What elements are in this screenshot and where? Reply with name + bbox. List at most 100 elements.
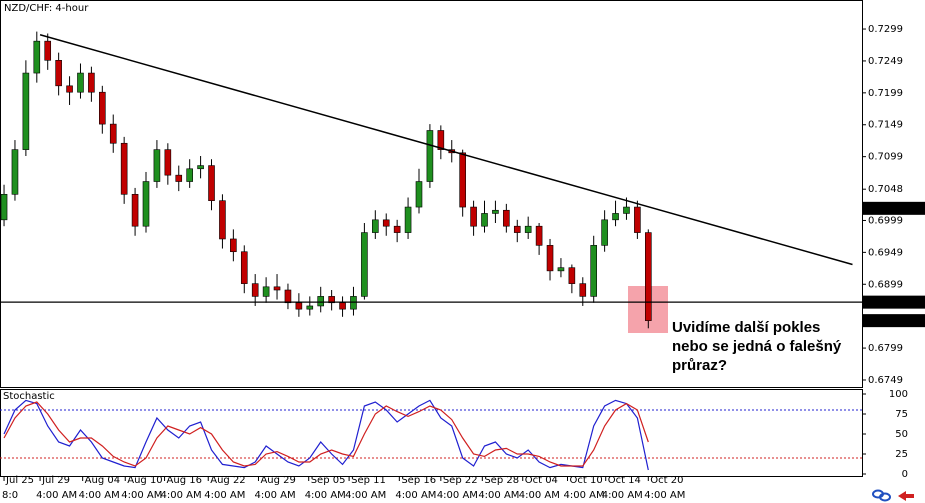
candle-body — [513, 225, 521, 233]
x-time-label: 4:00 AM — [79, 490, 120, 501]
x-time-label: 4:00 AM — [478, 490, 519, 501]
candle-body — [350, 296, 357, 310]
candle-body — [22, 72, 30, 150]
y-tick-label: 0.6799 — [868, 343, 903, 354]
candle-body — [11, 149, 19, 195]
chart-title: NZD/CHF: 4-hour — [4, 3, 89, 14]
candle-body — [634, 206, 641, 233]
x-time-label: 4:00 AM — [437, 490, 478, 501]
x-time-label: 4:00 AM — [563, 490, 604, 501]
candle-body — [328, 296, 335, 304]
candle-body — [240, 251, 248, 284]
x-tick-label: Sep 28 — [484, 475, 519, 486]
status-icons — [872, 489, 914, 502]
candle-body — [251, 283, 259, 297]
candle-body — [295, 302, 303, 310]
price-label-box — [863, 314, 925, 328]
y-tick-label: 0.6999 — [868, 215, 903, 226]
y-tick-label: 0.7299 — [868, 24, 903, 35]
candle-body — [273, 286, 281, 291]
y-tick-label: 75 — [895, 409, 908, 420]
x-tick-label: Aug 29 — [260, 475, 295, 486]
trendline — [39, 34, 853, 266]
candle-body — [164, 149, 172, 176]
x-time-label: 4:00 AM — [305, 490, 346, 501]
candle-body — [557, 267, 565, 272]
price-label: 0.7018 — [868, 203, 903, 214]
x-tick-label: Oct 14 — [608, 475, 641, 486]
price-label-box — [863, 201, 925, 215]
arrow-icon — [898, 491, 914, 501]
x-time-label: 4:00 AM — [345, 490, 386, 501]
candle-body — [197, 165, 204, 170]
candle-body — [33, 40, 41, 74]
x-tick-label: Oct 20 — [650, 475, 683, 486]
candle-body — [437, 130, 445, 150]
candle-body — [77, 72, 84, 93]
x-time-label: 4:00 AM — [121, 490, 162, 501]
y-tick-label: 0 — [902, 469, 908, 480]
candle-body — [262, 286, 270, 297]
price-label-box — [863, 295, 925, 309]
x-tick-label: Sep 11 — [351, 475, 386, 486]
candle-body — [524, 225, 532, 233]
x-tick-label: Aug 10 — [127, 475, 162, 486]
stochastic-pane — [0, 389, 863, 477]
candle-body — [372, 219, 379, 233]
y-tick-label: 0.6949 — [868, 247, 903, 258]
title-box — [1, 1, 97, 15]
candle-body — [404, 206, 412, 233]
x-tick-label: Oct 10 — [569, 475, 602, 486]
candle-body — [208, 165, 215, 201]
candle-body — [590, 245, 598, 297]
candle-body — [55, 59, 62, 87]
candle-body — [426, 130, 434, 182]
candle-body — [142, 181, 150, 227]
y-tick-label: 0.7199 — [868, 88, 903, 99]
candle-body — [120, 142, 128, 195]
x-time-label: 4:00 AM — [395, 490, 436, 501]
x-time-label: 4:00 AM — [519, 490, 560, 501]
price-label: 0.6842 — [868, 316, 903, 327]
candle-body — [382, 219, 390, 227]
candle-body — [601, 219, 608, 246]
candle-body — [175, 174, 183, 182]
y-tick-label: 0.7048 — [868, 184, 903, 195]
x-tick-label: Oct 04 — [525, 475, 558, 486]
candle-body — [219, 200, 226, 240]
annotation: nebo se jedná o falešný — [672, 338, 842, 355]
y-tick-label: 0.7149 — [868, 120, 903, 131]
candle-body — [546, 245, 554, 272]
x-time-label: 4:00 AM — [161, 490, 202, 501]
candle-body — [470, 206, 477, 227]
candle-body — [66, 85, 73, 93]
candle-body — [361, 232, 368, 297]
x-time-label: 4:00 AM — [36, 490, 77, 501]
candle-body — [186, 168, 193, 182]
candle-body — [153, 149, 161, 182]
annotation: Uvidíme další pokles — [672, 319, 820, 336]
candle-body — [535, 225, 543, 246]
candle-body — [481, 213, 488, 227]
candle-body — [612, 213, 619, 221]
y-tick-label: 0.6899 — [868, 279, 903, 290]
stochastic-line — [3, 401, 649, 467]
stochastic-line — [3, 399, 649, 471]
price-label: 0.6871 — [868, 297, 903, 308]
annotation: průraz? — [672, 357, 727, 374]
x-tick-label: Aug 16 — [167, 475, 202, 486]
y-tick-label: 0.6749 — [868, 375, 903, 386]
y-tick-label: 100 — [889, 389, 908, 400]
candle-body — [88, 72, 95, 93]
candle-body — [568, 267, 576, 284]
y-tick-label: 50 — [895, 429, 908, 440]
candle-body — [317, 296, 325, 307]
x-time-label: 4:00 AM — [602, 490, 643, 501]
candle-body — [306, 305, 314, 310]
indicator-title: Stochastic — [3, 391, 55, 402]
x-time-label: 8:0 — [2, 490, 18, 501]
candle-body — [284, 289, 292, 304]
